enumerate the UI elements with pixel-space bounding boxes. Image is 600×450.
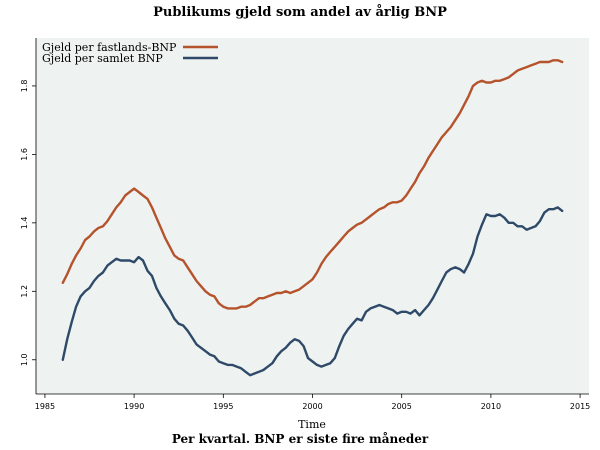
x-tick-label: 1985 [35, 402, 55, 411]
x-tick-label: 1995 [213, 402, 233, 411]
legend-label-1: Gjeld per fastlands-BNP [42, 41, 177, 54]
chart-caption: Per kvartal. BNP er siste fire måneder [172, 431, 429, 446]
chart-title: Publikums gjeld som andel av årlig BNP [153, 4, 447, 20]
x-tick-label: 2000 [302, 402, 322, 411]
x-tick-label: 1990 [124, 402, 144, 411]
y-tick-label: 1.6 [20, 148, 29, 161]
y-tick-label: 1.2 [20, 285, 29, 298]
series-lines [61, 59, 564, 377]
x-tick-label: 2015 [570, 402, 590, 411]
y-tick-label: 1.8 [20, 80, 29, 93]
y-tick-label: 1.0 [20, 353, 29, 366]
legend-label-2: Gjeld per samlet BNP [42, 52, 163, 65]
x-axis-ticks: 1985 1990 1995 2000 2005 2010 2015 [35, 394, 590, 411]
series-line-1 [61, 59, 564, 310]
plot-panel [36, 38, 589, 394]
y-axis-ticks: 1.0 1.2 1.4 1.6 1.8 [20, 80, 36, 366]
x-tick-label: 2005 [392, 402, 412, 411]
y-tick-label: 1.4 [20, 216, 29, 229]
x-axis-label: Time [298, 418, 326, 431]
x-tick-label: 2010 [481, 402, 501, 411]
series-line-2 [61, 206, 564, 377]
